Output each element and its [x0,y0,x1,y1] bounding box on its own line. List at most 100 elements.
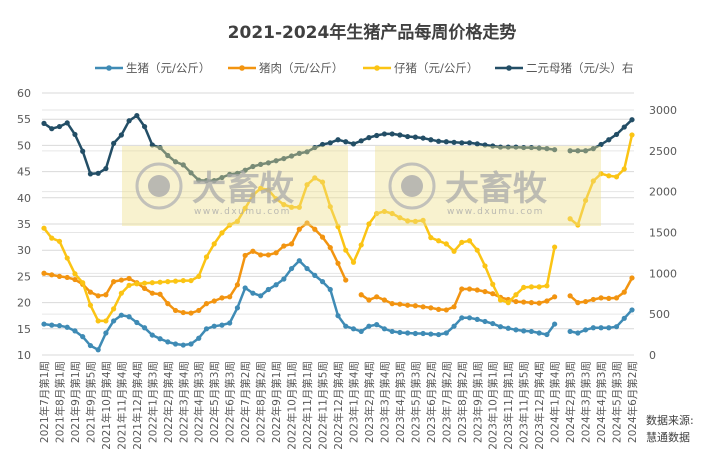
data-point [582,298,589,305]
data-point [64,274,70,281]
data-point [420,304,426,310]
data-point [111,140,117,147]
data-point [629,307,635,313]
right-tick-label: 2500 [649,145,677,158]
data-point [466,140,473,146]
data-point [250,248,256,254]
data-point [335,224,341,230]
data-point [234,305,241,311]
data-point [64,324,70,330]
data-point [172,307,179,314]
data-point [227,320,233,326]
data-point [312,272,318,278]
data-point [490,291,496,297]
left-tick-label: 15 [17,323,31,336]
data-point [575,330,581,336]
data-point [111,306,117,312]
data-point [513,327,519,333]
data-point [474,141,480,147]
x-tick-label: 2022年3月第4周 [177,361,190,443]
data-point [41,321,47,327]
data-point [412,330,418,337]
data-point [451,323,457,329]
data-point [528,328,535,335]
x-tick-label: 2024年4月第3周 [595,361,608,443]
x-tick-label: 2022年6月第3周 [224,361,237,443]
data-point [41,270,47,276]
data-point [366,323,372,329]
data-point [621,315,627,321]
data-point [629,275,635,281]
series-4 [41,112,635,184]
data-point [451,139,457,145]
data-point [188,277,194,284]
data-point [49,126,55,132]
data-point [405,330,411,336]
data-point [335,313,341,319]
data-point [196,177,202,183]
data-point [613,131,620,138]
x-tick-label: 2021年7月第1周 [38,361,51,443]
data-point [258,185,264,191]
data-point [544,298,550,304]
data-point [335,260,341,266]
data-point [374,294,380,300]
x-tick-label: 2021年9月第5周 [84,361,97,443]
data-point [211,241,217,247]
data-point [219,295,225,301]
x-tick-label: 2022年4月第3周 [193,361,206,443]
data-point [103,330,109,336]
data-point [435,238,442,244]
legend-marker-icon [506,65,512,71]
data-point [141,325,148,331]
x-tick-label: 2023年8月第2周 [456,361,469,443]
data-point [250,163,256,170]
data-point [451,248,457,254]
data-point [56,238,63,244]
right-tick-label: 3000 [649,104,677,117]
data-point [521,144,527,151]
data-point [590,325,596,331]
series-line [43,259,556,352]
data-point [490,320,496,327]
data-point [613,174,620,180]
data-point [567,293,573,299]
data-point [428,137,434,143]
data-point [288,241,295,247]
data-point [258,252,264,258]
series-layer [41,112,635,353]
data-point [528,284,535,290]
data-point [552,321,558,327]
legend-item-1: 生猪（元/公斤） [95,61,210,75]
watermark-url: www.dxumu.com [447,207,544,217]
data-point [126,282,132,288]
data-point [180,277,186,284]
data-point [118,277,124,283]
data-point [567,328,573,335]
data-point [528,300,535,306]
x-tick-label: 2022年11月第1周 [301,361,314,450]
data-point [451,304,457,310]
data-point [459,239,465,245]
data-point [389,301,395,307]
x-tick-label: 2024年2月第3周 [564,361,577,443]
data-point [428,331,434,337]
data-point [544,331,550,338]
data-point [211,323,217,329]
source-name: 慧通数据 [646,430,690,444]
x-tick-label: 2021年11月第4周 [115,361,128,450]
data-point [134,281,140,287]
right-tick-label: 500 [649,308,670,321]
data-point [312,226,318,232]
data-point [172,159,179,165]
data-point [621,166,627,172]
data-point [536,300,542,306]
data-point [80,148,86,154]
data-point [103,165,109,172]
watermark-url: www.dxumu.com [194,207,291,217]
data-point [466,286,473,292]
data-point [141,285,148,292]
data-point [521,299,527,305]
data-point [420,135,426,141]
data-point [381,326,388,332]
